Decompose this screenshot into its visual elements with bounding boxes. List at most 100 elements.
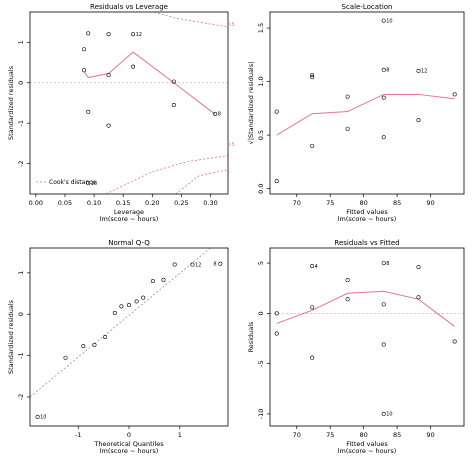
qq-data-point: [161, 277, 166, 282]
leverage-data-point: [131, 32, 136, 37]
qq-data-point: [103, 334, 108, 339]
leverage-subtitle: lm(score ~ hours): [100, 215, 159, 223]
fitted-data-point: [381, 302, 386, 307]
scaleloc-subtitle: lm(score ~ hours): [338, 215, 397, 223]
scaleloc-y-tick-label: 0.0: [257, 183, 265, 193]
scaleloc-x-tick-label: 70: [293, 199, 301, 207]
scaleloc-title: Scale-Location: [342, 3, 393, 11]
leverage-data-point: [86, 109, 91, 114]
leverage-data-point: [171, 103, 176, 108]
leverage-point-label: 8: [218, 112, 221, 118]
scaleloc-data-point: [452, 92, 457, 97]
scaleloc-data-point: [416, 68, 421, 73]
qq-data-point: [141, 295, 146, 300]
qq-x-tick-label: 1: [178, 431, 182, 439]
leverage-cooks-distance-line: [175, 169, 228, 194]
fitted-x-tick-label: 80: [360, 431, 368, 439]
qq-data-point: [172, 262, 177, 267]
fitted-data-point: [310, 355, 315, 360]
qq-data-point: [35, 414, 40, 419]
leverage-y-tick-label: 0: [17, 81, 25, 85]
scaleloc-y-axis-label: √|Standardized residuals|: [247, 62, 255, 145]
qq-reference-line: [30, 248, 212, 398]
scaleloc-x-axis-label: Fitted values: [346, 208, 388, 216]
leverage-data-point: [213, 111, 218, 116]
qq-data-point: [92, 342, 97, 347]
leverage-x-tick-label: 0.05: [58, 199, 72, 207]
leverage-cooks-contour-label: 1: [227, 168, 230, 174]
qq-point-label: 12: [195, 262, 201, 268]
fitted-x-tick-label: 90: [426, 431, 434, 439]
leverage-cooks-contour-label: 0.5: [227, 142, 235, 148]
leverage-y-axis-label: Standardized residuals: [7, 65, 15, 140]
scaleloc-data-point: [310, 75, 315, 80]
leverage-title: Residuals vs Leverage: [90, 3, 168, 11]
scaleloc-y-tick-label: 1.0: [257, 76, 265, 86]
leverage-data-point: [82, 47, 87, 52]
qq-data-point: [150, 279, 155, 284]
scaleloc-data-point: [310, 143, 315, 148]
fitted-y-tick-label: 0: [257, 311, 265, 315]
leverage-smooth-line: [83, 51, 216, 115]
qq-data-point: [134, 299, 139, 304]
fitted-y-tick-label: -10: [257, 409, 265, 420]
qq-y-axis-label: Standardized residuals: [7, 299, 15, 374]
fitted-y-tick-label: 5: [257, 261, 265, 265]
qq-x-tick-label: 0: [127, 431, 131, 439]
scaleloc-panel: Scale-Location 70 75 80 85 90 0.0 0.5 1.0 1.5 Fitt…: [247, 3, 465, 223]
qq-panel: Normal Q-Q -1 0 1 -2 -1 0 1 Theoretical Quantile…: [7, 239, 229, 455]
fitted-x-axis-label: Fitted values: [346, 440, 388, 448]
scaleloc-data-point: [381, 18, 386, 23]
fitted-data-point: [274, 311, 279, 316]
qq-point-label: 8: [213, 262, 216, 268]
qq-data-point: [63, 355, 68, 360]
scaleloc-y-tick-label: 0.5: [257, 130, 265, 140]
qq-x-tick-label: -1: [75, 431, 81, 439]
leverage-x-tick-label: 0.15: [116, 199, 130, 207]
scaleloc-data-point: [274, 109, 279, 114]
leverage-x-tick-label: 0.00: [29, 199, 43, 207]
scaleloc-y-tick-label: 1.5: [257, 23, 265, 33]
scaleloc-smooth-line: [276, 93, 455, 136]
leverage-y-tick-label: -1: [17, 120, 25, 126]
qq-data-point: [81, 344, 86, 349]
qq-title: Normal Q-Q: [108, 239, 150, 247]
scaleloc-data-point: [274, 179, 279, 184]
leverage-data-point: [106, 123, 111, 128]
fitted-x-tick-label: 85: [393, 431, 401, 439]
leverage-cooks-distance-line: [153, 12, 228, 28]
leverage-x-axis-label: Leverage: [114, 208, 144, 216]
leverage-data-point: [106, 32, 111, 37]
leverage-y-tick-label: -2: [17, 160, 25, 166]
leverage-x-tick-label: 0.10: [87, 199, 101, 207]
scaleloc-x-tick-label: 85: [393, 199, 401, 207]
leverage-data-point: [131, 64, 136, 69]
scaleloc-x-tick-label: 90: [426, 199, 434, 207]
leverage-point-label: 12: [136, 32, 142, 38]
leverage-point-label: 10: [91, 181, 97, 187]
fitted-data-point: [416, 295, 421, 300]
qq-data-point: [127, 303, 132, 308]
leverage-x-tick-label: 0.30: [203, 199, 217, 207]
scaleloc-data-point: [381, 67, 386, 72]
leverage-cooks-contour-label: 0.5: [227, 22, 235, 28]
fitted-data-point: [452, 339, 457, 344]
scaleloc-data-point: [381, 95, 386, 100]
scaleloc-data-point: [345, 94, 350, 99]
fitted-data-point: [381, 411, 386, 416]
qq-data-point: [218, 261, 223, 266]
fitted-data-point: [381, 261, 386, 266]
scaleloc-x-tick-label: 75: [326, 199, 334, 207]
fitted-point-label: 10: [386, 412, 392, 418]
scaleloc-data-point: [345, 126, 350, 131]
fitted-plot-frame: [269, 247, 465, 427]
leverage-data-point: [86, 31, 91, 36]
fitted-y-axis-label: Residuals: [247, 321, 255, 352]
qq-data-point: [190, 262, 195, 267]
fitted-data-point: [274, 331, 279, 336]
scaleloc-data-point: [310, 73, 315, 78]
fitted-data-point: [310, 305, 315, 310]
qq-y-tick-label: 1: [17, 271, 25, 275]
leverage-legend-label: Cook's distance: [49, 179, 96, 186]
